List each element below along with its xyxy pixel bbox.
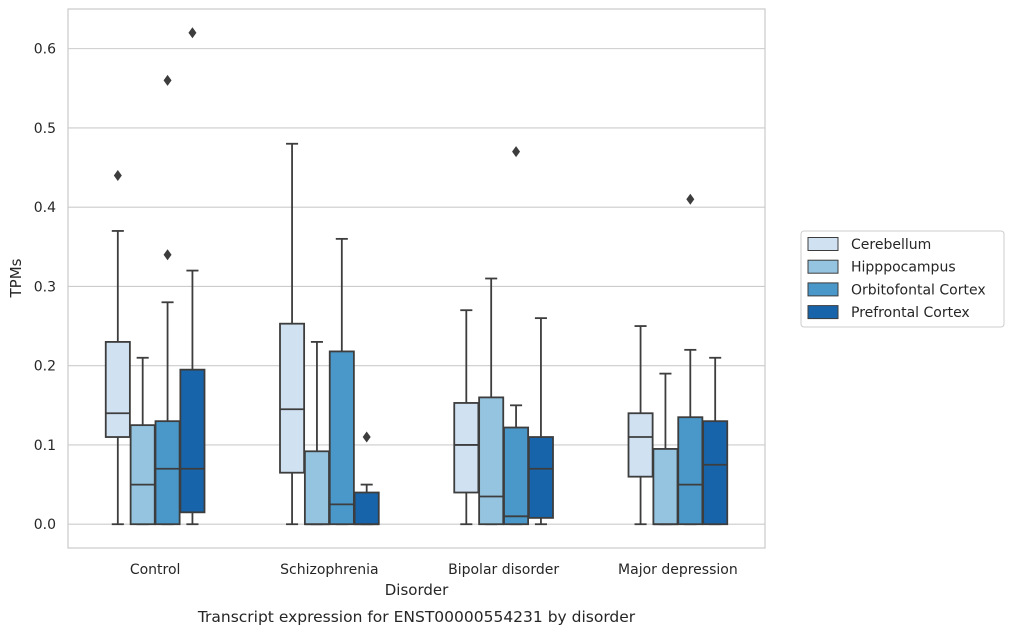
y-tick-label: 0.4 [34, 200, 56, 216]
legend-swatch [807, 259, 839, 274]
box-body [353, 491, 380, 526]
x-tick-label: Major depression [618, 562, 738, 578]
box-1-3 [353, 431, 380, 526]
legend-swatch [807, 305, 839, 320]
x-tick-label: Bipolar disorder [448, 562, 559, 578]
outlier-point [163, 249, 172, 261]
y-tick-label: 0.1 [34, 438, 56, 454]
box-body [279, 322, 306, 474]
y-tick-labels: 0.0 0.1 0.2 0.3 0.4 0.5 0.6 [34, 42, 56, 534]
legend-swatch [807, 282, 839, 297]
box-body [527, 436, 554, 519]
x-axis-label: Disorder [385, 581, 449, 599]
box-body [677, 416, 704, 526]
y-tick-label: 0.0 [34, 517, 56, 533]
box-0-2 [154, 74, 181, 526]
box-body [478, 396, 505, 526]
y-tick-label: 0.3 [34, 279, 56, 295]
box-body [627, 412, 654, 478]
box-body [129, 424, 156, 526]
box-0-3 [179, 27, 206, 526]
x-tick-label: Control [130, 562, 181, 578]
outlier-point [686, 193, 695, 205]
box-body [503, 426, 530, 526]
box-body [702, 420, 729, 526]
outlier-point [362, 431, 371, 443]
outlier-point [188, 27, 197, 39]
box-1-0 [279, 142, 306, 526]
box-body [179, 368, 206, 514]
box-body [453, 402, 480, 494]
boxes [104, 27, 729, 526]
legend-frame [800, 230, 1005, 328]
x-tick-label: Schizophrenia [280, 562, 378, 578]
box-0-1 [129, 356, 156, 526]
y-tick-label: 0.5 [34, 121, 56, 137]
legend-label: Orbitofontal Cortex [851, 282, 986, 298]
legend: Cerebellum Hipppocampus Orbitofontal Corte… [800, 230, 1005, 328]
box-1-1 [303, 341, 330, 526]
box-2-3 [527, 317, 554, 526]
legend-swatch [807, 237, 839, 251]
legend-label: Prefrontal Cortex [851, 305, 970, 321]
box-body [154, 420, 181, 526]
box-2-1 [478, 277, 505, 526]
box-1-2 [328, 237, 355, 526]
y-axis-label: TPMs [7, 258, 25, 298]
plot-frame [67, 8, 766, 549]
outlier-point [163, 74, 172, 86]
outlier-point [512, 146, 521, 158]
box-3-3 [702, 356, 729, 526]
outlier-point [113, 169, 122, 181]
legend-label: Cerebellum [851, 237, 931, 253]
box-3-0 [627, 325, 654, 526]
box-body [303, 450, 330, 526]
x-tick-labels: Control Schizophrenia Bipolar disorder Majo… [130, 562, 738, 578]
box-body [328, 350, 355, 526]
y-tick-label: 0.2 [34, 359, 56, 375]
box-body [652, 448, 679, 526]
chart-caption: Transcript expression for ENST0000055423… [197, 608, 636, 626]
y-tick-label: 0.6 [34, 42, 56, 58]
box-0-0 [104, 169, 131, 526]
legend-label: Hipppocampus [851, 260, 956, 276]
box-body [104, 341, 131, 438]
box-3-2 [677, 193, 704, 526]
